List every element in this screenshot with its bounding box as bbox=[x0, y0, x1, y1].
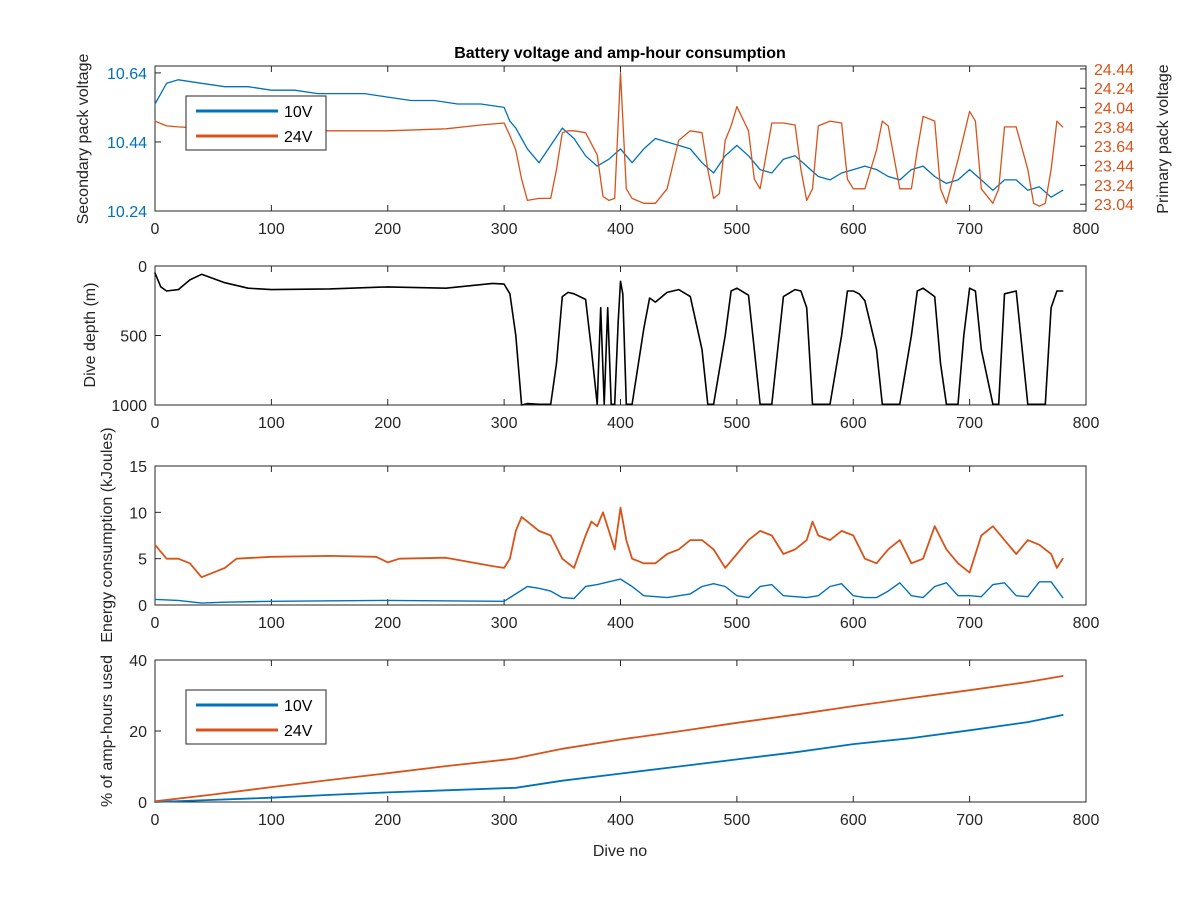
chart-title: Battery voltage and amp-hour consumption bbox=[454, 45, 786, 62]
energy-x-ticks: 0 100 200 300 400 500 600 700 800 bbox=[151, 466, 1100, 632]
voltage-x-tick-label: 100 bbox=[258, 221, 285, 238]
energy-x-tick-label: 400 bbox=[607, 615, 634, 632]
dive-no-axis-label: Dive no bbox=[593, 843, 647, 860]
amphours-x-tick-label: 700 bbox=[956, 812, 983, 829]
voltage-left-y-ticks: 10.24 10.44 10.64 bbox=[107, 66, 161, 221]
depth-x-tick-label: 400 bbox=[607, 415, 634, 432]
amphours-legend-box bbox=[185, 689, 327, 745]
voltage-y-tick-label: 10.64 bbox=[107, 66, 147, 83]
voltage-x-tick-label: 800 bbox=[1073, 221, 1100, 238]
amphours-x-tick-label: 800 bbox=[1073, 812, 1100, 829]
voltage-series-24v-line bbox=[154, 72, 1064, 207]
voltage-x-tick-label: 700 bbox=[956, 221, 983, 238]
voltage-y2-tick-label: 23.44 bbox=[1094, 159, 1134, 176]
amphours-series-24v-line bbox=[154, 675, 1064, 803]
voltage-series bbox=[154, 72, 1064, 207]
voltage-panel: Battery voltage and amp-hour consumption… bbox=[75, 45, 1172, 238]
depth-y-tick-label: 1000 bbox=[111, 398, 147, 415]
voltage-y2-tick-label: 24.24 bbox=[1094, 81, 1134, 98]
energy-y-tick-label: 10 bbox=[129, 505, 147, 522]
energy-axis-label: Energy consumption (kJoules) bbox=[99, 427, 116, 642]
amphours-y-ticks: 0 20 40 bbox=[129, 653, 161, 812]
voltage-y2-tick-label: 23.24 bbox=[1094, 178, 1134, 195]
voltage-legend: 10V 24V bbox=[185, 95, 327, 151]
voltage-x-tick-label: 600 bbox=[840, 221, 867, 238]
amphours-series-10v-line bbox=[154, 714, 1064, 803]
energy-x-tick-label: 500 bbox=[724, 615, 751, 632]
depth-y-tick-label: 0 bbox=[138, 259, 147, 276]
amphours-x-tick-label: 0 bbox=[151, 812, 160, 829]
amphours-y-tick-label: 20 bbox=[129, 724, 147, 741]
energy-y-tick-label: 0 bbox=[138, 598, 147, 615]
amphours-x-tick-label: 600 bbox=[840, 812, 867, 829]
depth-panel: 0 100 200 300 400 500 600 700 800 0 500 1000 Dive … bbox=[82, 259, 1099, 432]
energy-x-tick-label: 100 bbox=[258, 615, 285, 632]
depth-x-tick-label: 800 bbox=[1073, 415, 1100, 432]
amphours-legend: 10V 24V bbox=[185, 689, 327, 745]
depth-y-tick-label: 500 bbox=[120, 329, 147, 346]
voltage-legend-24v-label: 24V bbox=[284, 129, 313, 146]
voltage-legend-box bbox=[185, 95, 327, 151]
energy-x-tick-label: 200 bbox=[374, 615, 401, 632]
voltage-y-tick-label: 10.24 bbox=[107, 204, 147, 221]
voltage-y2-tick-label: 23.04 bbox=[1094, 197, 1134, 214]
depth-x-tick-label: 100 bbox=[258, 415, 285, 432]
depth-x-tick-label: 0 bbox=[151, 415, 160, 432]
depth-x-tick-label: 600 bbox=[840, 415, 867, 432]
voltage-y2-tick-label: 24.44 bbox=[1094, 62, 1134, 79]
depth-x-tick-label: 300 bbox=[491, 415, 518, 432]
amphours-x-tick-label: 400 bbox=[607, 812, 634, 829]
primary-voltage-axis-label: Primary pack voltage bbox=[1155, 64, 1172, 213]
amphours-x-tick-label: 500 bbox=[724, 812, 751, 829]
depth-x-tick-label: 500 bbox=[724, 415, 751, 432]
depth-y-ticks: 0 500 1000 bbox=[111, 259, 161, 415]
voltage-right-y-ticks: 23.04 23.24 23.44 23.64 23.84 24.04 24.24 24.44 bbox=[1080, 62, 1134, 214]
voltage-legend-10v-label: 10V bbox=[284, 104, 313, 121]
energy-panel: 0 100 200 300 400 500 600 700 800 0 5 10 15 Energy … bbox=[99, 427, 1099, 642]
amphours-x-ticks: 0 100 200 300 400 500 600 700 800 bbox=[151, 660, 1100, 829]
secondary-voltage-axis-label: Secondary pack voltage bbox=[75, 54, 92, 225]
depth-series-depth-line bbox=[154, 272, 1064, 406]
voltage-y2-tick-label: 24.04 bbox=[1094, 101, 1134, 118]
voltage-x-tick-label: 200 bbox=[374, 221, 401, 238]
energy-y-tick-label: 5 bbox=[138, 552, 147, 569]
voltage-y2-tick-label: 23.64 bbox=[1094, 139, 1134, 156]
energy-y-ticks: 0 5 10 15 bbox=[129, 459, 161, 615]
amphours-x-tick-label: 300 bbox=[491, 812, 518, 829]
energy-series bbox=[154, 506, 1064, 604]
amphours-y-tick-label: 0 bbox=[138, 795, 147, 812]
voltage-y2-tick-label: 23.84 bbox=[1094, 120, 1134, 137]
amphours-series bbox=[154, 675, 1064, 803]
energy-x-tick-label: 0 bbox=[151, 615, 160, 632]
amphours-x-tick-label: 100 bbox=[258, 812, 285, 829]
amphours-legend-24v-label: 24V bbox=[284, 723, 313, 740]
voltage-x-tick-label: 0 bbox=[151, 221, 160, 238]
voltage-x-tick-label: 300 bbox=[491, 221, 518, 238]
depth-axis-label: Dive depth (m) bbox=[82, 283, 99, 388]
amphours-x-tick-label: 200 bbox=[374, 812, 401, 829]
voltage-series-10v-line bbox=[154, 79, 1064, 198]
energy-series-24v-line bbox=[154, 506, 1064, 579]
voltage-x-tick-label: 400 bbox=[607, 221, 634, 238]
depth-x-ticks: 0 100 200 300 400 500 600 700 800 bbox=[151, 266, 1100, 432]
energy-x-tick-label: 800 bbox=[1073, 615, 1100, 632]
energy-y-tick-label: 15 bbox=[129, 459, 147, 476]
voltage-y-tick-label: 10.44 bbox=[107, 135, 147, 152]
depth-series bbox=[154, 272, 1064, 406]
amphours-panel: 0 100 200 300 400 500 600 700 800 0 20 40 % of amp… bbox=[99, 653, 1099, 860]
amphours-legend-10v-label: 10V bbox=[284, 698, 313, 715]
energy-x-tick-label: 700 bbox=[956, 615, 983, 632]
energy-x-tick-label: 600 bbox=[840, 615, 867, 632]
voltage-x-ticks: 0 100 200 300 400 500 600 700 800 bbox=[151, 66, 1100, 238]
depth-x-tick-label: 200 bbox=[374, 415, 401, 432]
voltage-x-tick-label: 500 bbox=[724, 221, 751, 238]
energy-series-10v-line bbox=[154, 578, 1064, 604]
depth-x-tick-label: 700 bbox=[956, 415, 983, 432]
amphours-axis-label: % of amp-hours used bbox=[99, 655, 116, 807]
amphours-y-tick-label: 40 bbox=[129, 653, 147, 670]
energy-x-tick-label: 300 bbox=[491, 615, 518, 632]
